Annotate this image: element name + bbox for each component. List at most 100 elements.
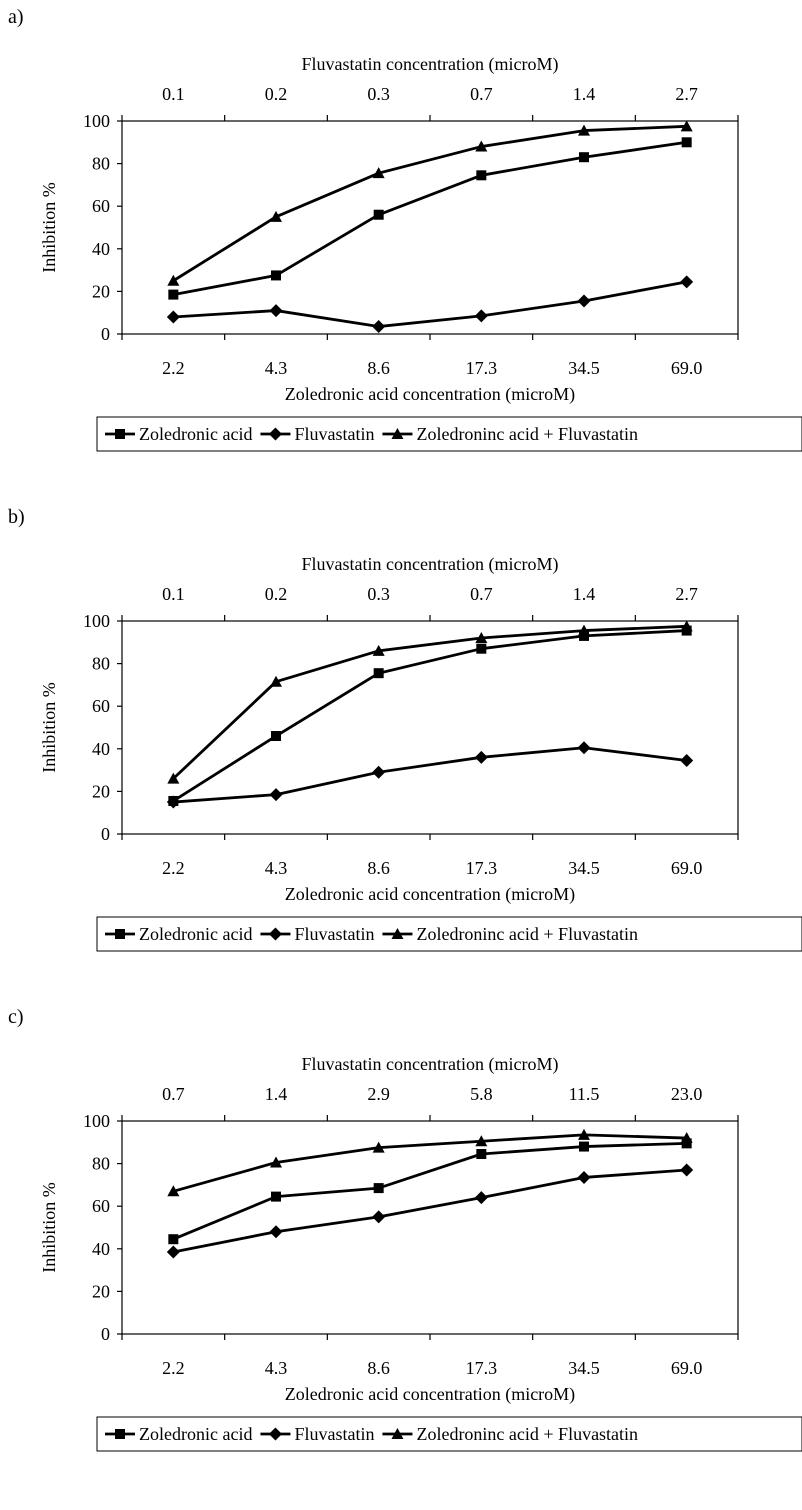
top-x-tick-label: 0.7 [470, 84, 493, 104]
x-tick-label: 34.5 [568, 358, 600, 378]
data-point [372, 1210, 386, 1224]
y-tick-label: 100 [83, 111, 110, 131]
legend-swatch-marker [268, 927, 282, 941]
legend-label: Zoledronic acid [139, 1424, 252, 1444]
y-tick-label: 20 [92, 1281, 110, 1301]
x-tick-label: 4.3 [265, 1358, 288, 1378]
x-tick-label: 69.0 [671, 1358, 703, 1378]
data-point [270, 675, 282, 687]
chart-panel-b: b) 0 20 40 60 80 100 2.2 4.3 8.6 17.3 34.5 69.0 0.1 0… [0, 500, 802, 1000]
data-point [680, 620, 693, 632]
data-point [474, 309, 488, 323]
series-diamond [166, 1163, 694, 1259]
legend-label: Zoledroninc acid + Fluvastatin [416, 1424, 638, 1444]
data-point [680, 1163, 694, 1177]
series-square [168, 1138, 692, 1245]
legend-item: Zoledroninc acid + Fluvastatin [382, 924, 638, 944]
data-point [475, 1135, 488, 1147]
top-x-axis-title: Fluvastatin concentration (microM) [302, 54, 559, 75]
x-tick-label: 34.5 [568, 858, 600, 878]
data-point [474, 1191, 488, 1205]
legend-item: Zoledroninc acid + Fluvastatin [382, 424, 638, 444]
legend-label: Zoledronic acid [139, 424, 252, 444]
series-square [168, 625, 692, 806]
top-x-tick-label: 23.0 [671, 1084, 703, 1104]
data-point [271, 731, 281, 742]
data-point [577, 741, 591, 755]
data-point [167, 1185, 180, 1197]
top-x-tick-label: 1.4 [573, 84, 596, 104]
top-x-tick-label: 1.4 [265, 1084, 288, 1104]
data-point [577, 294, 591, 308]
x-axis-title: Zoledronic acid concentration (microM) [285, 884, 575, 905]
series-line [172, 629, 687, 803]
top-x-tick-label: 1.4 [573, 584, 596, 604]
data-point [270, 1156, 282, 1168]
data-point [270, 210, 282, 222]
top-x-tick-label: 2.7 [675, 84, 698, 104]
data-point [578, 124, 590, 136]
top-x-tick-label: 11.5 [569, 1084, 600, 1104]
x-tick-label: 2.2 [162, 1358, 185, 1378]
top-x-tick-label: 0.1 [162, 584, 185, 604]
data-point [372, 1141, 385, 1153]
panel-label: c) [8, 1006, 24, 1028]
data-point [476, 170, 487, 181]
legend-box [96, 1416, 802, 1452]
y-tick-label: 60 [92, 196, 110, 216]
data-point [167, 274, 180, 286]
data-point [166, 310, 180, 324]
y-axis-title: Inhibition % [39, 182, 59, 273]
y-tick-label: 60 [92, 696, 110, 716]
y-tick-label: 60 [92, 1196, 110, 1216]
y-tick-label: 20 [92, 281, 110, 301]
data-point [474, 750, 488, 764]
y-tick-label: 40 [92, 239, 110, 259]
legend-label: Zoledronic acid [139, 924, 252, 944]
y-tick-label: 100 [83, 611, 110, 631]
y-tick-label: 80 [92, 654, 110, 674]
data-point [168, 289, 179, 300]
legend-item: Zoledronic acid [105, 1424, 252, 1444]
panel-label: a) [8, 6, 24, 28]
data-point [680, 1132, 693, 1144]
data-point [578, 624, 590, 636]
series-line [173, 746, 687, 804]
top-x-tick-label: 0.7 [162, 1084, 185, 1104]
top-x-tick-label: 0.7 [470, 584, 493, 604]
top-x-axis-title: Fluvastatin concentration (microM) [302, 1054, 559, 1075]
x-tick-label: 8.6 [367, 358, 390, 378]
legend-swatch-marker [391, 928, 404, 939]
x-tick-label: 8.6 [367, 1358, 390, 1378]
data-point [372, 320, 386, 334]
data-point [271, 1191, 281, 1202]
top-x-axis-title: Fluvastatin concentration (microM) [302, 554, 559, 575]
legend-swatch-marker [115, 1429, 125, 1439]
x-tick-label: 4.3 [265, 858, 288, 878]
legend-swatch-marker [391, 1428, 404, 1439]
y-tick-label: 100 [83, 1111, 110, 1131]
data-point [681, 1138, 692, 1149]
legend-box [96, 916, 802, 952]
x-axis-title: Zoledronic acid concentration (microM) [285, 384, 575, 405]
y-tick-label: 20 [92, 781, 110, 801]
legend: Zoledronic acid Fluvastatin Zoledroninc ac… [96, 916, 802, 952]
legend-box [96, 416, 802, 452]
data-point [372, 167, 385, 179]
legend-item: Zoledronic acid [105, 424, 252, 444]
legend: Zoledronic acid Fluvastatin Zoledroninc ac… [96, 416, 802, 452]
series-triangle [167, 620, 693, 784]
legend-label: Fluvastatin [294, 424, 374, 444]
series-line [173, 140, 687, 296]
chart-svg: 0 20 40 60 80 100 2.2 4.3 8.6 17.3 34.5 69.0 0.1 0.2 0… [39, 54, 802, 452]
data-point [167, 772, 180, 784]
data-point [269, 304, 283, 318]
top-x-tick-label: 2.9 [367, 1084, 390, 1104]
top-x-tick-label: 0.2 [265, 584, 288, 604]
y-tick-label: 80 [92, 1154, 110, 1174]
data-point [579, 630, 589, 641]
plot-frame [121, 620, 739, 835]
data-point [372, 765, 386, 779]
series-square [168, 137, 692, 300]
top-x-tick-label: 2.7 [675, 584, 698, 604]
